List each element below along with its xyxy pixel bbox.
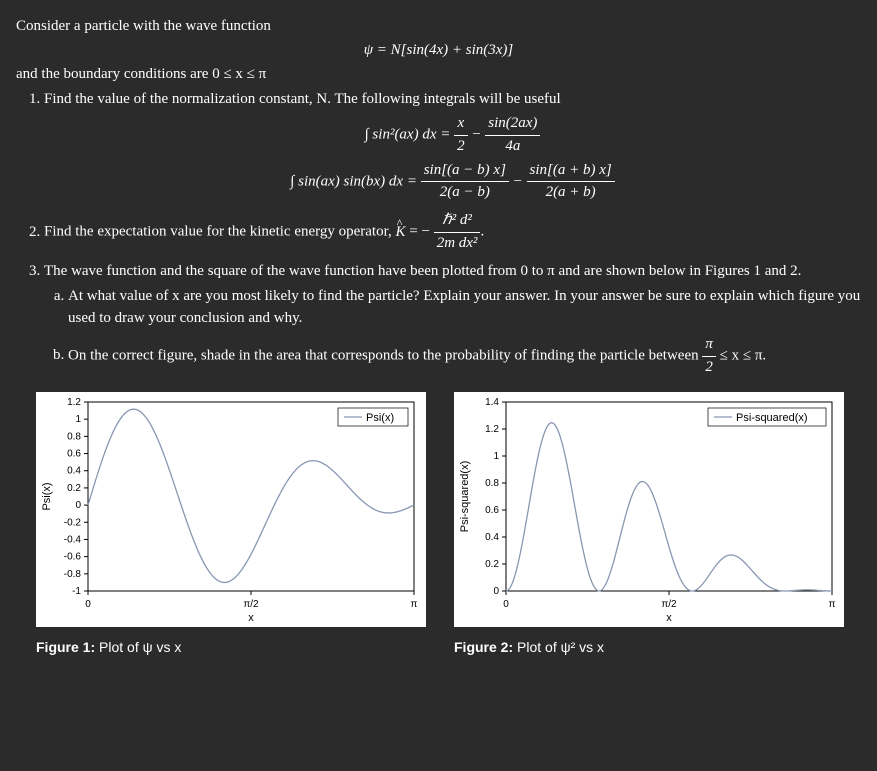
figure-1-caption: Figure 1: Plot of ψ vs x: [36, 637, 426, 657]
svg-text:0.6: 0.6: [67, 449, 81, 460]
eq-psi: ψ = N[sin(4x) + sin(3x)]: [16, 40, 861, 62]
svg-text:0.6: 0.6: [485, 505, 499, 516]
svg-text:1.2: 1.2: [67, 397, 81, 408]
intro-line-1: Consider a particle with the wave functi…: [16, 16, 861, 38]
svg-text:π: π: [829, 599, 836, 610]
svg-text:-0.8: -0.8: [64, 569, 82, 580]
integral-2: ∫ sin(ax) sin(bx) dx = sin[(a − b) x]2(a…: [44, 160, 861, 205]
svg-text:Psi(x): Psi(x): [41, 483, 53, 511]
svg-text:0: 0: [493, 586, 499, 597]
question-3: The wave function and the square of the …: [44, 261, 861, 379]
svg-text:-0.6: -0.6: [64, 552, 82, 563]
svg-text:-0.4: -0.4: [64, 535, 82, 546]
question-3a: At what value of x are you most likely t…: [68, 286, 861, 330]
problem-statement: Consider a particle with the wave functi…: [16, 16, 861, 378]
svg-text:Psi-squared(x): Psi-squared(x): [459, 461, 471, 533]
svg-text:-0.2: -0.2: [64, 518, 82, 529]
svg-text:0.4: 0.4: [67, 466, 81, 477]
figure-1: -1 -0.8 -0.6 -0.4 -0.2 0 0.2 0.4 0.6 0.8 1 1.2 0 π/2 π…: [36, 392, 426, 657]
svg-text:0.2: 0.2: [485, 559, 499, 570]
figure-2-caption: Figure 2: Plot of ψ² vs x: [454, 637, 844, 657]
question-list: Find the value of the normalization cons…: [44, 89, 861, 378]
question-3b: On the correct figure, shade in the area…: [68, 334, 861, 379]
svg-text:π/2: π/2: [243, 599, 259, 610]
svg-text:π/2: π/2: [661, 599, 677, 610]
chart-psi-squared: 0 0.2 0.4 0.6 0.8 1 1.2 1.4 0 π/2 π Psi-squared(x) x…: [454, 392, 844, 627]
intro-line-2: and the boundary conditions are 0 ≤ x ≤ …: [16, 64, 861, 86]
svg-text:0: 0: [85, 599, 91, 610]
svg-text:x: x: [666, 612, 672, 624]
figure-2: 0 0.2 0.4 0.6 0.8 1 1.2 1.4 0 π/2 π Psi-squared(x) x…: [454, 392, 844, 657]
svg-text:-1: -1: [72, 586, 81, 597]
svg-text:1: 1: [75, 414, 81, 425]
svg-text:π: π: [411, 599, 418, 610]
question-3-sublist: At what value of x are you most likely t…: [68, 286, 861, 378]
svg-text:1.4: 1.4: [485, 397, 499, 408]
svg-text:1: 1: [493, 451, 499, 462]
svg-text:Psi-squared(x): Psi-squared(x): [736, 412, 808, 424]
svg-text:0.8: 0.8: [67, 432, 81, 443]
chart-psi: -1 -0.8 -0.6 -0.4 -0.2 0 0.2 0.4 0.6 0.8 1 1.2 0 π/2 π…: [36, 392, 426, 627]
svg-text:Psi(x): Psi(x): [366, 412, 394, 424]
svg-text:0: 0: [503, 599, 509, 610]
svg-text:1.2: 1.2: [485, 424, 499, 435]
svg-text:0: 0: [75, 500, 81, 511]
svg-text:0.4: 0.4: [485, 532, 499, 543]
svg-text:0.8: 0.8: [485, 478, 499, 489]
svg-text:0.2: 0.2: [67, 483, 81, 494]
svg-text:x: x: [248, 612, 254, 624]
figures-row: -1 -0.8 -0.6 -0.4 -0.2 0 0.2 0.4 0.6 0.8 1 1.2 0 π/2 π…: [36, 392, 861, 657]
integral-1: ∫ sin²(ax) dx = x2 − sin(2ax)4a: [44, 113, 861, 158]
question-2: Find the expectation value for the kinet…: [44, 210, 861, 255]
question-1: Find the value of the normalization cons…: [44, 89, 861, 204]
